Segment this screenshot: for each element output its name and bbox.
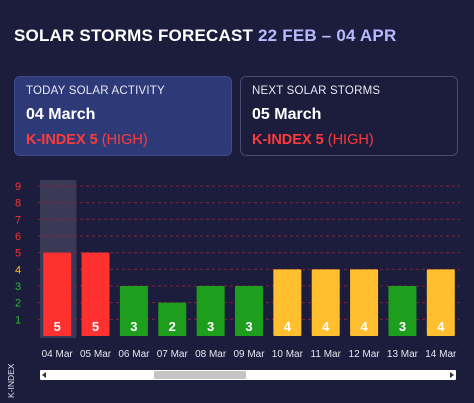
x-tick-label: 13 Mar xyxy=(387,349,419,360)
bar-value-label: 4 xyxy=(360,319,368,334)
bar-value-label: 4 xyxy=(284,319,292,334)
bar xyxy=(81,252,110,336)
today-k-index: K-INDEX 5 (HIGH) xyxy=(26,132,220,148)
x-tick-label: 10 Mar xyxy=(272,349,304,360)
page-title: SOLAR STORMS FORECAST 22 FEB – 04 APR xyxy=(14,26,396,46)
k-index-chart: 1 2 3 4 5 6 7 8 9 5 04 Mar 5 05 Mar 3 06 Mar 2 07 Mar 3 08… xyxy=(0,170,474,403)
y-tick-label: 5 xyxy=(15,248,21,260)
bar xyxy=(196,286,225,336)
y-tick-label: 9 xyxy=(15,181,21,193)
x-tick-label: 06 Mar xyxy=(118,349,150,360)
next-storms-card: NEXT SOLAR STORMS 05 March K-INDEX 5 (HI… xyxy=(240,76,458,156)
x-tick-label: 11 Mar xyxy=(311,349,342,360)
y-tick-label: 2 xyxy=(15,298,21,310)
bar-value-label: 3 xyxy=(399,319,406,334)
bar-value-label: 5 xyxy=(54,319,61,334)
scrollbar-thumb[interactable] xyxy=(154,371,246,379)
x-tick-label: 14 Mar xyxy=(425,349,457,360)
bar-value-label: 2 xyxy=(169,319,176,334)
bar xyxy=(273,269,302,336)
y-axis-title: K-INDEX xyxy=(6,363,16,398)
today-card-label: TODAY SOLAR ACTIVITY xyxy=(26,85,165,97)
chart-scrollbar[interactable] xyxy=(40,370,456,380)
x-tick-label: 09 Mar xyxy=(233,349,265,360)
x-tick-label: 08 Mar xyxy=(195,349,227,360)
bar xyxy=(158,302,187,336)
bar-value-label: 5 xyxy=(92,319,99,334)
bar xyxy=(350,269,379,336)
bar-value-label: 3 xyxy=(130,319,137,334)
y-tick-label: 6 xyxy=(15,231,21,243)
today-k-value: K-INDEX 5 xyxy=(26,132,98,148)
next-k-level: (HIGH) xyxy=(327,132,374,148)
bar xyxy=(119,286,148,336)
bar-value-label: 4 xyxy=(322,319,330,334)
x-tick-label: 04 Mar xyxy=(42,349,74,360)
chart-svg: 1 2 3 4 5 6 7 8 9 5 04 Mar 5 05 Mar 3 06 Mar 2 07 Mar 3 08… xyxy=(15,180,460,360)
y-tick-label: 1 xyxy=(15,314,21,326)
bar xyxy=(426,269,455,336)
bar-value-label: 4 xyxy=(437,319,445,334)
next-k-index: K-INDEX 5 (HIGH) xyxy=(252,132,446,148)
y-tick-label: 3 xyxy=(15,281,21,293)
bar-value-label: 3 xyxy=(245,319,252,334)
scroll-left-icon[interactable] xyxy=(42,372,46,378)
x-tick-label: 07 Mar xyxy=(157,349,189,360)
date-range: 22 FEB – 04 APR xyxy=(258,26,397,45)
bar xyxy=(235,286,263,336)
y-tick-label: 8 xyxy=(15,198,21,210)
next-date: 05 March xyxy=(252,106,322,123)
title-text: SOLAR STORMS FORECAST xyxy=(14,26,254,45)
y-tick-label: 7 xyxy=(15,214,21,226)
x-tick-label: 05 Mar xyxy=(80,349,112,360)
bar-value-label: 3 xyxy=(207,319,214,334)
x-tick-label: 12 Mar xyxy=(349,349,381,360)
scroll-right-icon[interactable] xyxy=(450,372,454,378)
next-card-label: NEXT SOLAR STORMS xyxy=(252,85,381,97)
today-activity-card: TODAY SOLAR ACTIVITY 04 March K-INDEX 5 … xyxy=(14,76,232,156)
bar xyxy=(43,252,72,336)
next-k-value: K-INDEX 5 xyxy=(252,132,324,148)
today-k-level: (HIGH) xyxy=(101,132,148,148)
bar xyxy=(388,286,417,336)
bar xyxy=(311,269,340,336)
today-date: 04 March xyxy=(26,106,96,123)
y-tick-label: 4 xyxy=(15,264,21,276)
